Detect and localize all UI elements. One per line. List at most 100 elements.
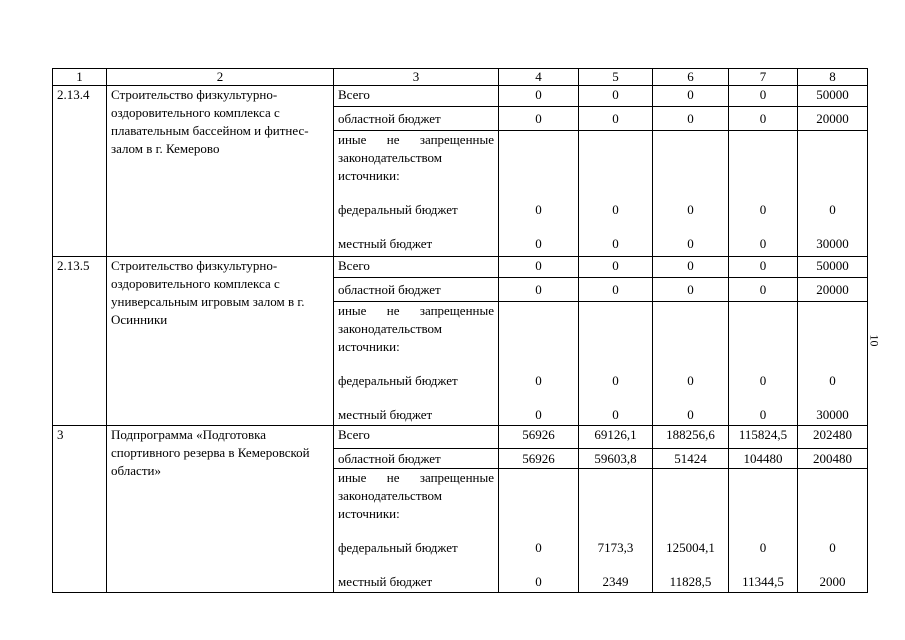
value-federal: 0 xyxy=(612,373,619,388)
value-federal: 0 xyxy=(687,202,694,217)
value-regional: 0 xyxy=(498,277,579,302)
value-total: 69126,1 xyxy=(578,425,653,449)
value-total: 0 xyxy=(652,256,729,278)
table-row: 3 Подпрограмма «Подготовка спортивного р… xyxy=(52,425,868,593)
value-total: 50000 xyxy=(797,256,868,278)
value-federal: 0 xyxy=(759,202,767,217)
value-total: 188256,6 xyxy=(652,425,729,449)
value-local: 0 xyxy=(535,574,542,589)
value-local: 30000 xyxy=(816,236,849,251)
table-row: областной бюджет 0 0 0 0 20000 xyxy=(53,277,868,302)
value-local: 0 xyxy=(535,236,542,251)
page-number: 10 xyxy=(867,334,882,347)
value-total: 0 xyxy=(652,85,729,107)
value-regional: 0 xyxy=(578,106,653,131)
table-row: 2.13.5 Строительство физкультурно-оздоро… xyxy=(52,256,868,426)
value-total: 115824,5 xyxy=(728,425,798,449)
value-total: 0 xyxy=(498,85,579,107)
value-regional: 56926 xyxy=(498,448,579,469)
table-row: 2.13.4 Строительство физкультурно-оздоро… xyxy=(52,85,868,257)
value-local: 0 xyxy=(687,236,694,251)
value-local: 0 xyxy=(759,236,767,251)
column-header: 8 xyxy=(797,68,868,86)
label-regional: областной бюджет xyxy=(333,277,499,302)
value-regional: 0 xyxy=(652,277,729,302)
value-regional: 200480 xyxy=(797,448,868,469)
value-federal: 0 xyxy=(612,202,619,217)
value-total: 0 xyxy=(728,256,798,278)
row-code: 3 xyxy=(52,425,107,593)
column-header: 1 xyxy=(52,68,107,86)
value-local: 2349 xyxy=(602,574,629,589)
row-code: 2.13.5 xyxy=(52,256,107,426)
row-name: Строительство физкультурно-оздоровительн… xyxy=(106,85,334,257)
value-total: 202480 xyxy=(797,425,868,449)
table-row: иные не запрещенные законодательством ис… xyxy=(53,130,868,257)
value-local: 0 xyxy=(612,407,619,422)
label-federal: федеральный бюджет xyxy=(338,540,458,555)
value-local: 11344,5 xyxy=(742,574,784,589)
value-local: 0 xyxy=(687,407,694,422)
value-federal: 7173,3 xyxy=(597,540,634,555)
value-federal: 125004,1 xyxy=(666,540,715,555)
label-federal: федеральный бюджет xyxy=(338,202,458,217)
value-federal: 0 xyxy=(759,373,767,388)
column-header: 7 xyxy=(728,68,798,86)
label-local: местный бюджет xyxy=(338,407,433,422)
value-federal: 0 xyxy=(759,540,767,555)
value-federal: 0 xyxy=(829,373,836,388)
table-row: областной бюджет 56926 59603,8 51424 104480 2… xyxy=(53,448,868,469)
column-header: 2 xyxy=(106,68,334,86)
column-header: 3 xyxy=(333,68,499,86)
value-total: 50000 xyxy=(797,85,868,107)
label-other-sources: иные не запрещенные законодательством ис… xyxy=(338,132,494,183)
value-regional: 0 xyxy=(728,106,798,131)
row-code: 2.13.4 xyxy=(52,85,107,257)
label-total: Всего xyxy=(333,85,499,107)
value-regional: 104480 xyxy=(728,448,798,469)
value-local: 2000 xyxy=(819,574,846,589)
value-regional: 20000 xyxy=(797,106,868,131)
value-total: 0 xyxy=(498,256,579,278)
row-name: Строительство физкультурно-оздоровительн… xyxy=(106,256,334,426)
value-regional: 51424 xyxy=(652,448,729,469)
value-regional: 20000 xyxy=(797,277,868,302)
value-local: 11828,5 xyxy=(669,574,712,589)
value-local: 0 xyxy=(759,407,767,422)
value-federal: 0 xyxy=(829,202,836,217)
label-total: Всего xyxy=(333,256,499,278)
value-federal: 0 xyxy=(535,202,542,217)
value-regional: 0 xyxy=(728,277,798,302)
table-row: областной бюджет 0 0 0 0 20000 xyxy=(53,106,868,131)
column-header: 5 xyxy=(578,68,653,86)
value-regional: 0 xyxy=(578,277,653,302)
label-other-sources: иные не запрещенные законодательством ис… xyxy=(338,303,494,354)
value-federal: 0 xyxy=(535,540,542,555)
value-federal: 0 xyxy=(687,373,694,388)
label-regional: областной бюджет xyxy=(333,106,499,131)
label-federal: федеральный бюджет xyxy=(338,373,458,388)
value-regional: 59603,8 xyxy=(578,448,653,469)
value-total: 0 xyxy=(578,256,653,278)
value-regional: 0 xyxy=(498,106,579,131)
table-row: иные не запрещенные законодательством ис… xyxy=(53,301,868,426)
label-local: местный бюджет xyxy=(338,236,433,251)
value-federal: 0 xyxy=(829,540,836,555)
value-federal: 0 xyxy=(535,373,542,388)
label-regional: областной бюджет xyxy=(333,448,499,469)
value-local: 30000 xyxy=(816,407,849,422)
value-total: 0 xyxy=(728,85,798,107)
row-name: Подпрограмма «Подготовка спортивного рез… xyxy=(106,425,334,593)
value-regional: 0 xyxy=(652,106,729,131)
value-local: 0 xyxy=(535,407,542,422)
column-header: 6 xyxy=(652,68,729,86)
label-other-sources: иные не запрещенные законодательством ис… xyxy=(338,470,494,521)
table-row: иные не запрещенные законодательством ис… xyxy=(53,468,868,593)
label-total: Всего xyxy=(333,425,499,449)
column-header: 4 xyxy=(498,68,579,86)
label-local: местный бюджет xyxy=(338,574,433,589)
value-total: 0 xyxy=(578,85,653,107)
value-local: 0 xyxy=(612,236,619,251)
